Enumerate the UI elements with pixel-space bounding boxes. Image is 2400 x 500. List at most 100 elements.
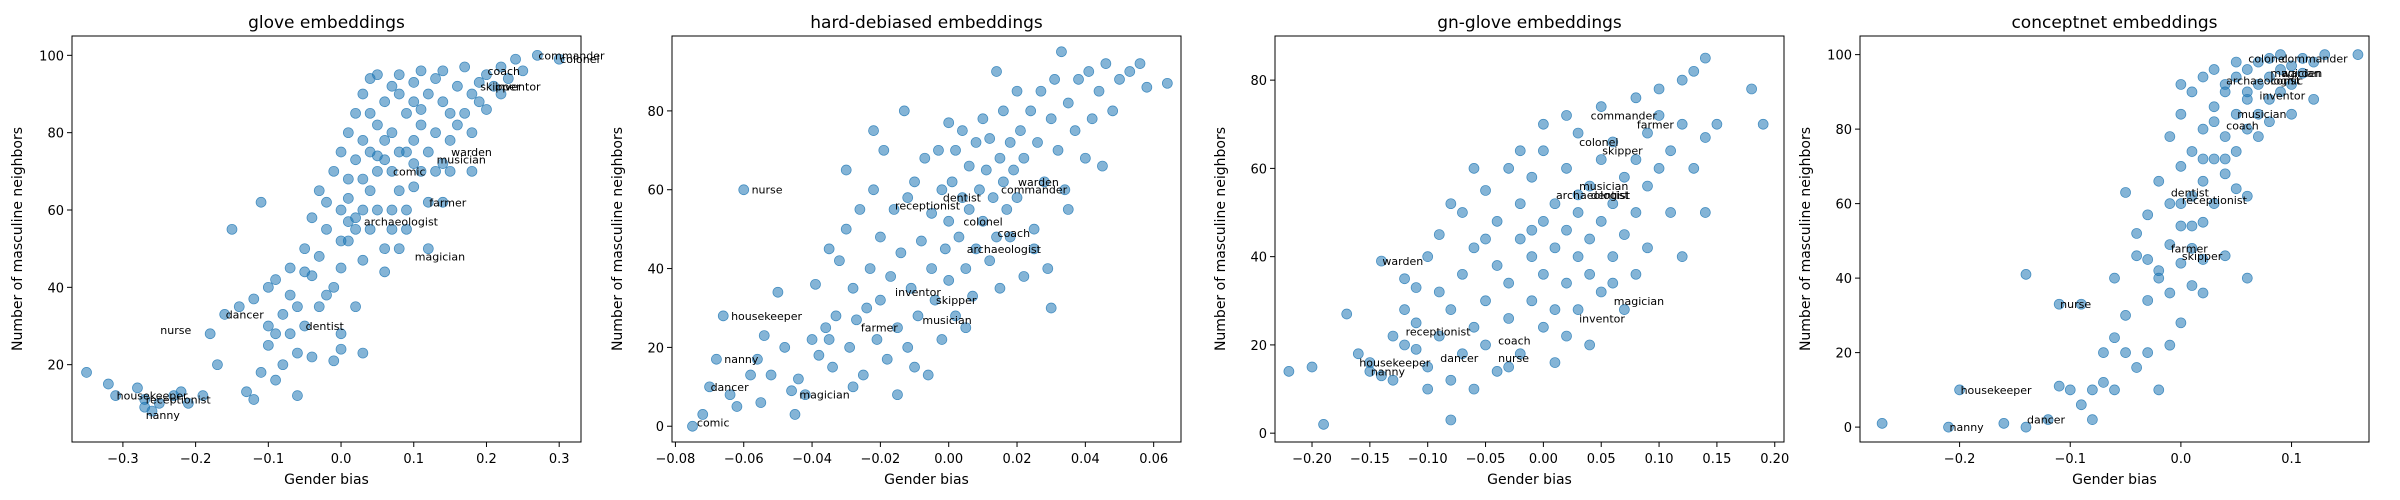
data-point (2131, 228, 2142, 239)
data-point (1004, 231, 1016, 243)
data-point (277, 309, 289, 320)
data-point (1004, 137, 1016, 148)
data-point (379, 96, 391, 108)
y-tick-label: 40 (1250, 251, 1267, 266)
data-point (2275, 86, 2286, 98)
data-point (936, 184, 948, 196)
data-point (864, 263, 876, 274)
point-label: colonel (2248, 52, 2287, 65)
data-point (350, 223, 361, 235)
data-point (1572, 304, 1584, 315)
x-tick-label: 0.1 (2281, 452, 2302, 467)
point-label: skipper (2182, 250, 2223, 263)
x-tick-label: −0.1 (2054, 452, 2086, 467)
data-point (2175, 220, 2187, 232)
data-point (1011, 192, 1023, 203)
data-point (2219, 250, 2231, 262)
data-point (786, 385, 797, 397)
data-point (1561, 277, 1572, 289)
data-point (1410, 343, 1422, 355)
data-point (977, 113, 989, 125)
data-point (840, 223, 852, 235)
y-axis-label: Number of masculine neighbors (610, 127, 626, 351)
data-point (2219, 153, 2231, 165)
data-point (2109, 332, 2120, 344)
data-point (1595, 215, 1607, 227)
data-point (1433, 330, 1445, 342)
data-point (943, 215, 955, 227)
data-point (823, 243, 835, 255)
data-point (1399, 339, 1410, 351)
data-point (987, 192, 999, 203)
data-point (1711, 118, 1723, 130)
x-tick-label: 0.10 (1645, 452, 1674, 467)
data-point (960, 263, 972, 274)
data-point (1134, 58, 1146, 69)
data-point (755, 397, 767, 408)
data-point (517, 65, 529, 77)
data-point (1561, 330, 1572, 342)
data-point (1746, 83, 1757, 95)
data-point (823, 334, 835, 345)
data-point (1538, 321, 1549, 333)
data-point (868, 125, 879, 136)
data-point (2164, 131, 2176, 142)
y-tick-label: 0 (656, 420, 664, 435)
data-point (1083, 66, 1095, 77)
data-point (1035, 85, 1047, 97)
data-point (2352, 49, 2364, 60)
data-point (2164, 239, 2176, 250)
point-label: farmer (1637, 118, 1674, 131)
data-point (1376, 255, 1387, 267)
data-point (2175, 257, 2187, 269)
data-point (926, 263, 937, 274)
data-point (430, 165, 441, 177)
data-point (357, 204, 369, 216)
data-point (919, 152, 931, 164)
point-label: archaeologist (967, 243, 1042, 256)
data-point (262, 281, 274, 293)
data-point (103, 378, 114, 390)
point-label: farmer (2171, 242, 2208, 255)
data-point (984, 255, 996, 267)
point-label: coach (2226, 119, 2259, 132)
point-label: housekeeper (731, 310, 802, 323)
data-point (711, 353, 722, 365)
data-point (386, 127, 398, 139)
data-point (2197, 123, 2209, 135)
y-tick-label: 0 (1844, 421, 1852, 436)
x-tick-label: −0.05 (1466, 452, 1506, 467)
data-point (357, 173, 369, 185)
data-point (2064, 384, 2076, 396)
data-point (2020, 421, 2032, 433)
data-point (1025, 105, 1037, 117)
data-point (226, 223, 238, 235)
data-point (834, 255, 845, 267)
data-point (2175, 317, 2187, 329)
data-point (2286, 60, 2297, 72)
data-point (1422, 251, 1434, 263)
data-point (789, 409, 801, 420)
data-point (1514, 198, 1526, 210)
data-point (153, 397, 165, 409)
data-point (885, 271, 896, 282)
data-point (1503, 277, 1515, 289)
point-label: nanny (146, 409, 181, 422)
data-point (909, 176, 920, 188)
data-point (408, 135, 420, 146)
data-point (532, 49, 543, 61)
x-tick-label: −0.08 (655, 452, 695, 467)
point-label: inventor (495, 80, 541, 93)
x-tick-label: −0.20 (1292, 452, 1332, 467)
data-point (1410, 317, 1422, 329)
x-axis-label: Gender bias (1487, 472, 1572, 488)
data-point (2175, 79, 2187, 90)
data-point (1399, 304, 1410, 315)
data-point (430, 73, 441, 84)
data-point (1399, 273, 1410, 285)
x-tick-label: 0.15 (1702, 452, 1731, 467)
data-point (262, 339, 274, 351)
data-point (2308, 56, 2320, 68)
data-point (957, 192, 968, 203)
data-point (248, 394, 260, 405)
